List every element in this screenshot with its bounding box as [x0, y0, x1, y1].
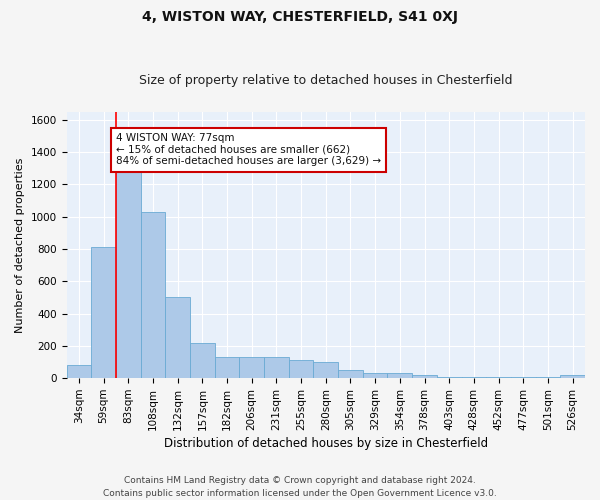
- Bar: [338, 370, 363, 378]
- Bar: [437, 376, 461, 378]
- Bar: [215, 357, 239, 378]
- Bar: [91, 248, 116, 378]
- Bar: [264, 357, 289, 378]
- Bar: [560, 375, 585, 378]
- Bar: [313, 362, 338, 378]
- Bar: [140, 212, 165, 378]
- Y-axis label: Number of detached properties: Number of detached properties: [15, 158, 25, 332]
- Text: 4, WISTON WAY, CHESTERFIELD, S41 0XJ: 4, WISTON WAY, CHESTERFIELD, S41 0XJ: [142, 10, 458, 24]
- Bar: [239, 357, 264, 378]
- X-axis label: Distribution of detached houses by size in Chesterfield: Distribution of detached houses by size …: [164, 437, 488, 450]
- Bar: [363, 374, 388, 378]
- Bar: [388, 374, 412, 378]
- Bar: [289, 360, 313, 378]
- Bar: [67, 366, 91, 378]
- Bar: [412, 375, 437, 378]
- Text: 4 WISTON WAY: 77sqm
← 15% of detached houses are smaller (662)
84% of semi-detac: 4 WISTON WAY: 77sqm ← 15% of detached ho…: [116, 133, 381, 166]
- Bar: [165, 298, 190, 378]
- Bar: [190, 344, 215, 378]
- Bar: [116, 168, 140, 378]
- Text: Contains HM Land Registry data © Crown copyright and database right 2024.
Contai: Contains HM Land Registry data © Crown c…: [103, 476, 497, 498]
- Title: Size of property relative to detached houses in Chesterfield: Size of property relative to detached ho…: [139, 74, 512, 87]
